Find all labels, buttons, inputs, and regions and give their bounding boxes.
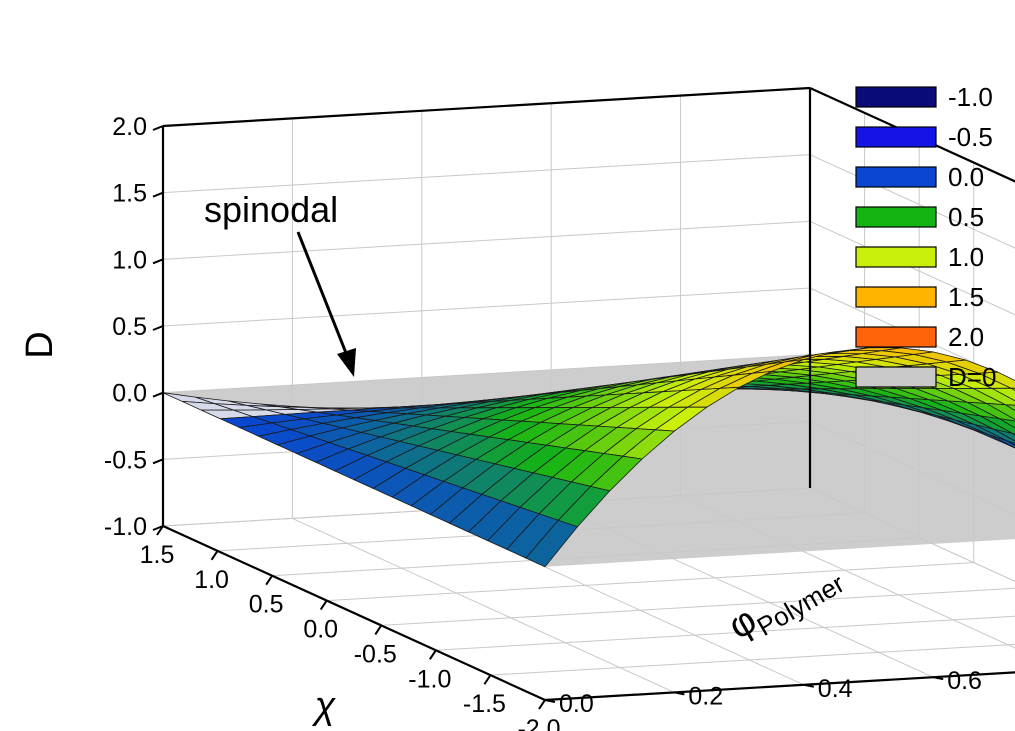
legend-label: -0.5 — [948, 122, 993, 152]
x-tick-mark — [265, 575, 273, 586]
spinodal-annotation: spinodal — [204, 189, 338, 230]
y-axis-label-sub: Polymer — [752, 568, 850, 642]
grid-line — [490, 643, 1015, 676]
x-tick-mark — [156, 525, 164, 536]
x-tick-label: 1.0 — [194, 566, 229, 594]
y-tick-label: 0.0 — [559, 690, 594, 718]
y-tick-label: 0.6 — [947, 667, 982, 695]
y-tick-mark — [544, 699, 556, 703]
frame-edge — [162, 524, 546, 702]
grid-line — [162, 287, 811, 327]
surface-cell — [525, 519, 579, 568]
legend-label: D=0 — [948, 362, 996, 392]
y-tick-mark — [674, 691, 685, 696]
z-tick-label: 2.0 — [112, 113, 147, 141]
x-tick-mark — [429, 649, 437, 660]
x-tick-label: -0.5 — [354, 640, 397, 668]
legend-swatch — [855, 286, 937, 308]
legend-label: 0.5 — [948, 202, 984, 232]
x-tick-mark — [483, 674, 492, 685]
z-tick-label: 0.5 — [112, 313, 147, 341]
grid-line — [162, 154, 811, 194]
legend-label: 2.0 — [948, 322, 984, 352]
frame-edge — [544, 671, 1015, 702]
x-tick-mark — [319, 600, 328, 611]
z-tick-label: 0.0 — [112, 380, 147, 408]
tick-labels: 2.01.51.00.50.0-0.5-1.01.51.00.50.0-0.5-… — [104, 113, 982, 731]
z-tick-label: 1.0 — [112, 246, 147, 274]
x-tick-label: -2.0 — [517, 715, 560, 731]
surface-cell — [1005, 404, 1015, 411]
z-axis-label: D — [19, 331, 61, 358]
x-tick-mark — [210, 550, 219, 561]
x-tick-mark — [374, 624, 383, 635]
legend-swatch — [855, 246, 937, 268]
surface-mesh — [162, 347, 1015, 568]
z-tick-mark — [152, 458, 164, 465]
spinodal-arrow — [296, 231, 356, 377]
y-tick-mark — [933, 676, 944, 681]
x-tick-label: -1.5 — [463, 690, 506, 718]
z-tick-mark — [152, 258, 164, 265]
grid-line — [292, 517, 675, 693]
legend-label: -1.0 — [948, 82, 993, 112]
legend-label: 0.0 — [948, 162, 984, 192]
x-tick-label: 0.0 — [303, 616, 338, 644]
y-tick-mark — [803, 683, 814, 688]
legend-label: 1.5 — [948, 282, 984, 312]
x-tick-label: -1.0 — [408, 665, 451, 693]
x-tick-label: 1.5 — [140, 541, 175, 569]
surface-cell — [1009, 387, 1015, 391]
frame-edge — [162, 86, 811, 128]
surface-cell — [1006, 440, 1015, 446]
legend-swatch — [855, 166, 937, 188]
z-tick-mark — [152, 391, 164, 398]
x-tick-mark — [538, 699, 546, 710]
grid-line — [381, 587, 1015, 626]
grid-line — [326, 562, 974, 602]
legend-swatch — [855, 86, 937, 108]
y-axis-label: φ Polymer — [722, 568, 850, 648]
y-tick-label: 0.2 — [688, 682, 723, 710]
grid-line — [435, 615, 1015, 651]
z-tick-label: -0.5 — [104, 446, 147, 474]
legend: -1.0 -0.5 0.0 0.5 1.0 1.5 2.0 D=0 — [855, 82, 996, 392]
y-tick-label: 0.4 — [818, 675, 853, 703]
frame-edge — [809, 86, 1015, 183]
legend-label: 1.0 — [948, 242, 984, 272]
grid-line — [162, 354, 811, 394]
z-tick-label: -1.0 — [104, 513, 147, 541]
legend-swatch — [855, 126, 937, 148]
z-tick-mark — [152, 191, 164, 198]
z-tick-mark — [152, 125, 164, 131]
z-tick-mark — [152, 525, 164, 531]
z-tick-mark — [152, 325, 164, 331]
grid-line — [162, 220, 811, 260]
legend-swatch — [855, 366, 937, 388]
x-axis-label: χ — [312, 685, 337, 727]
z-tick-label: 1.5 — [112, 180, 147, 208]
x-tick-label: 0.5 — [249, 591, 284, 619]
legend-swatch — [855, 326, 937, 348]
legend-swatch — [855, 206, 937, 228]
